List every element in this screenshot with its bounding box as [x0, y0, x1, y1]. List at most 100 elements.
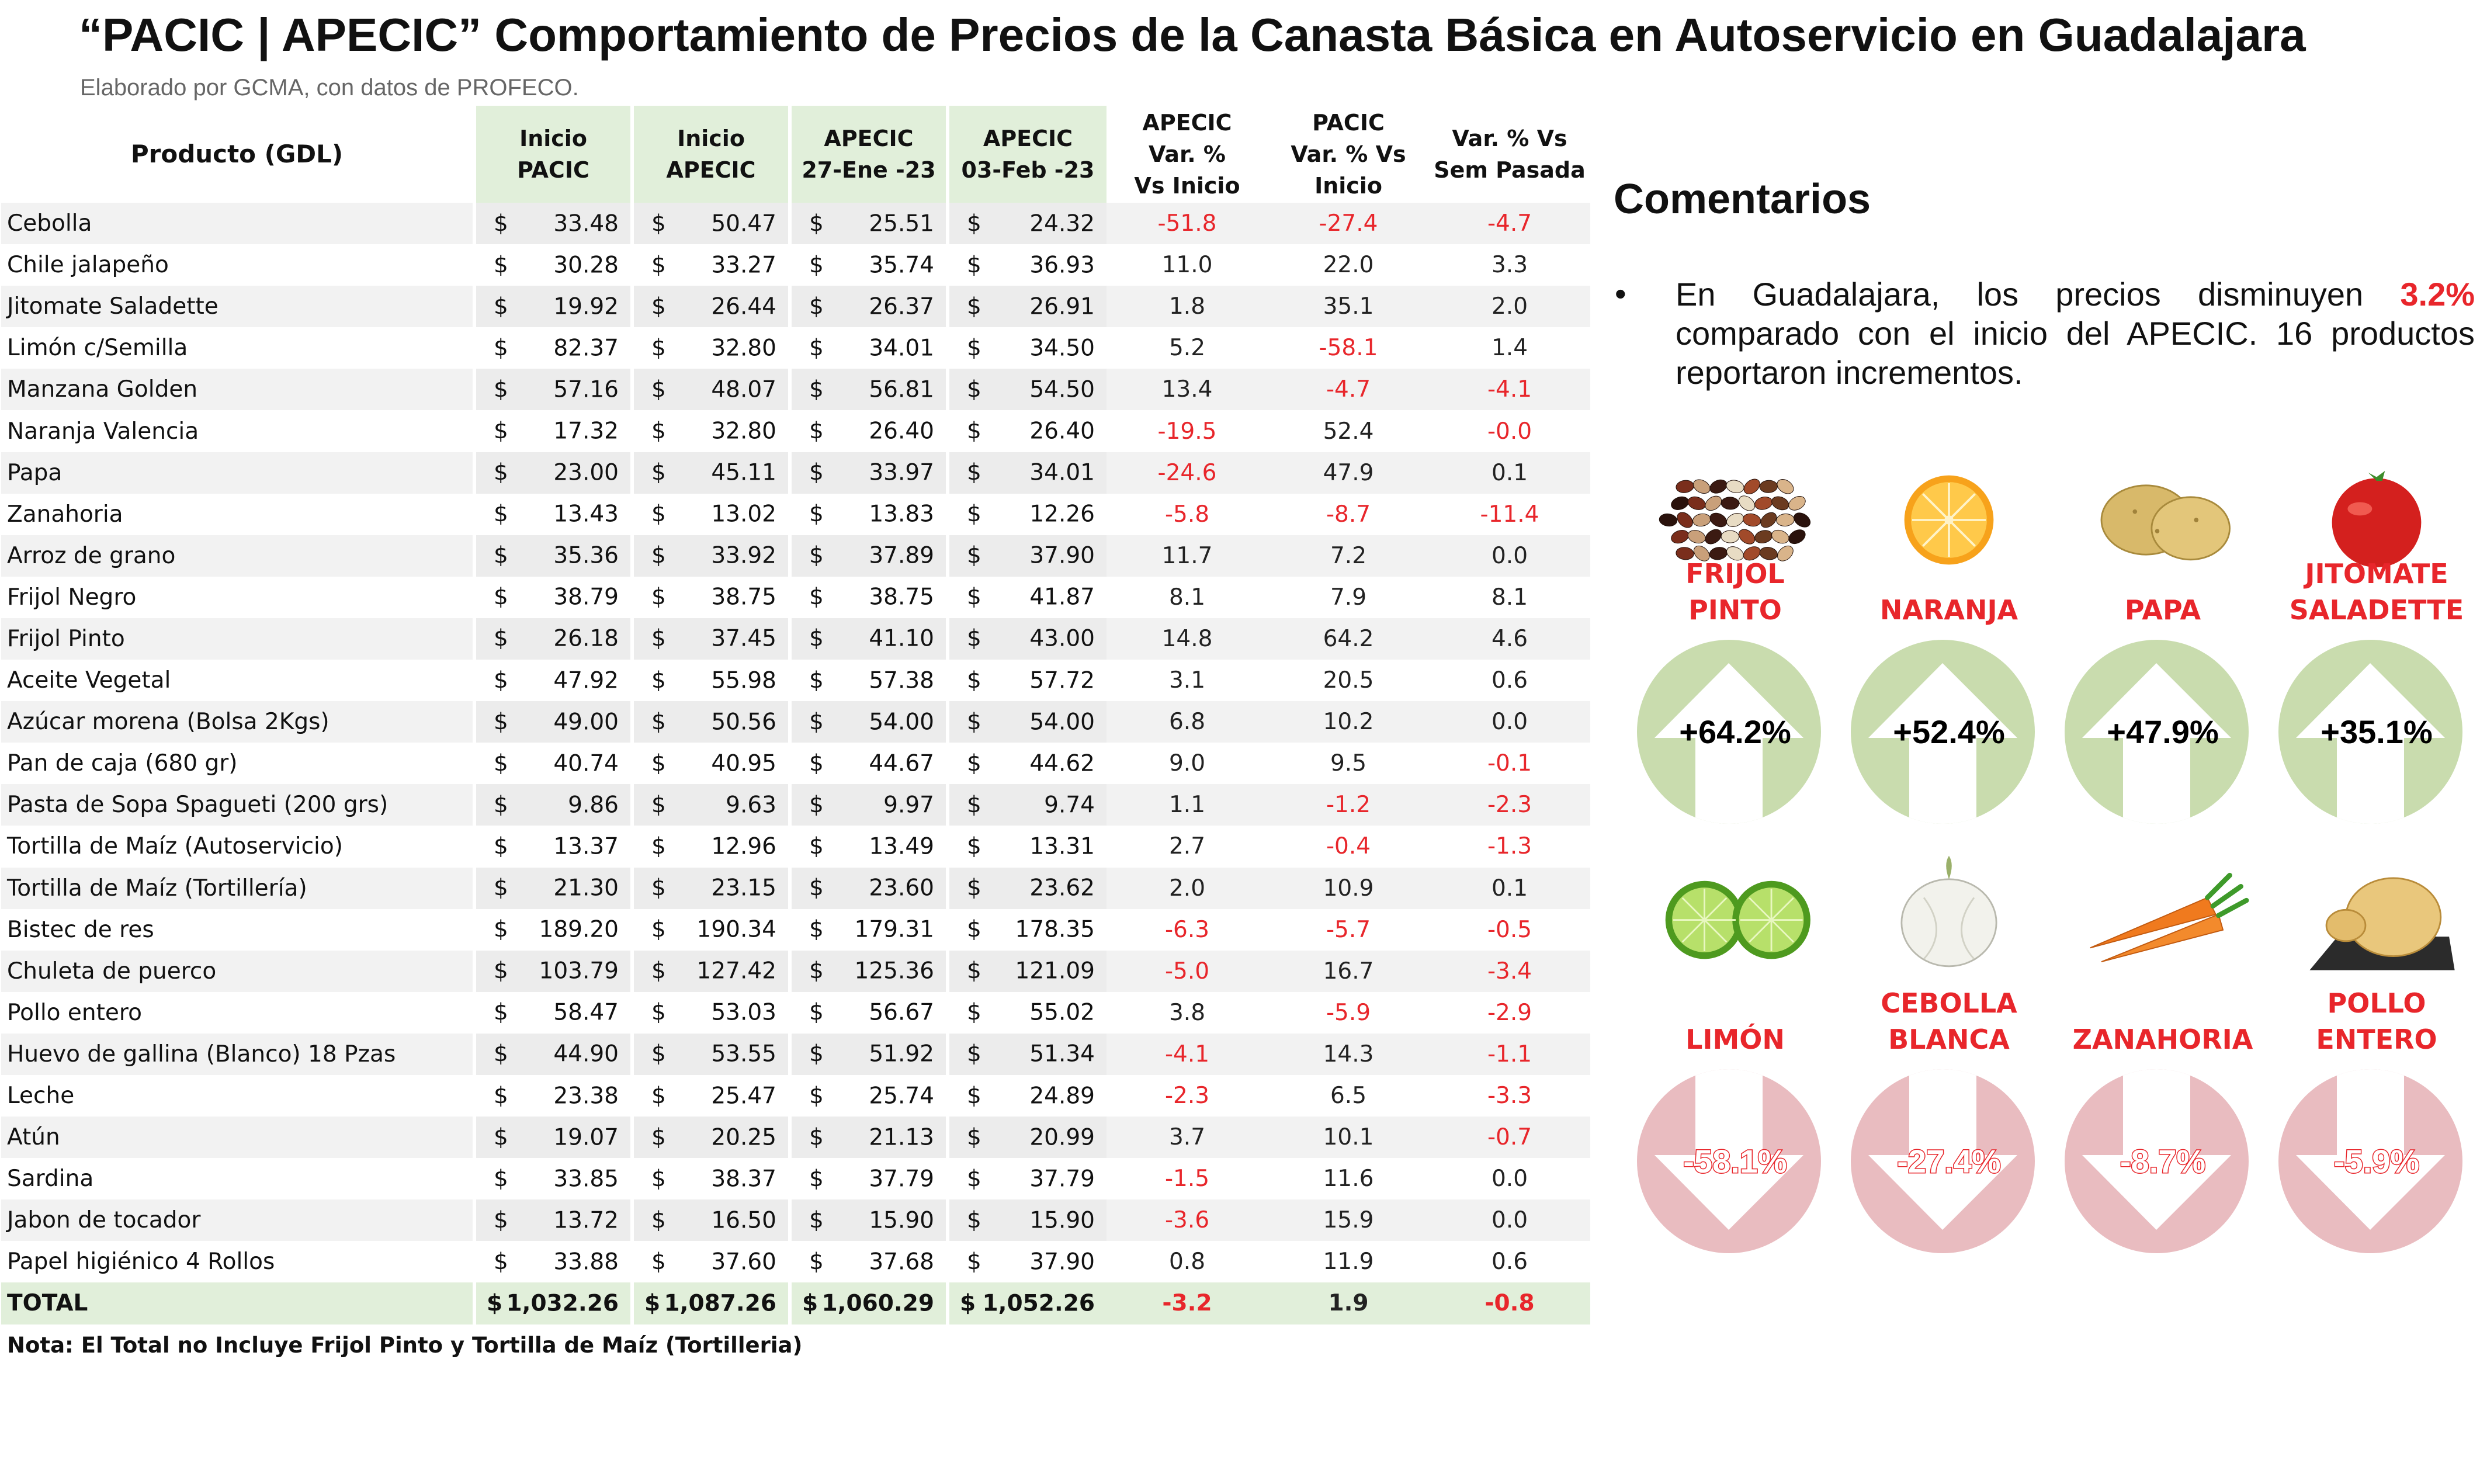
pct-cell-var-sem: -2.3	[1429, 784, 1590, 826]
currency-symbol: $	[809, 293, 824, 320]
pct-cell-pacic-var: 6.5	[1330, 1083, 1367, 1109]
currency-symbol: $	[967, 792, 981, 819]
price-cell-apecic-27ene: $37.68	[788, 1241, 948, 1283]
pct-cell-pacic-var: 20.5	[1323, 667, 1374, 694]
price-cell-apecic-03feb: $15.90	[946, 1199, 1107, 1242]
price-value: 35.36	[553, 542, 619, 569]
table-row: Jitomate Saladette $19.92 $26.44 $26.37 $26.…	[1, 286, 1590, 328]
price-cell-inicio-pacic: $47.92	[473, 660, 632, 702]
price-cell-apecic-03feb: $20.99	[946, 1117, 1107, 1159]
price-cell-apecic-27ene: $51.92	[788, 1033, 948, 1075]
currency-symbol: $	[967, 210, 981, 237]
price-cell-inicio-apecic: $9.63	[630, 784, 790, 826]
currency-symbol: $	[809, 875, 824, 902]
table-row: Zanahoria $13.43 $13.02 $13.83 $12.26 -5.8 -8.…	[1, 493, 1590, 535]
price-cell-inicio-apecic: $45.11	[630, 452, 790, 494]
price-cell-inicio-apecic: $37.60	[630, 1241, 790, 1283]
currency-symbol: $	[494, 584, 508, 611]
table-row: Chuleta de puerco $103.79 $127.42 $125.36 $1…	[1, 950, 1590, 992]
price-cell-apecic-03feb: $37.79	[946, 1158, 1107, 1200]
currency-symbol: $	[651, 1249, 666, 1275]
currency-symbol: $	[809, 335, 824, 362]
header-var-sem: Var. % Vs Sem Pasada	[1434, 126, 1586, 183]
price-cell-inicio-apecic: $40.95	[630, 743, 790, 785]
product-name: Tortilla de Maíz (Autoservicio)	[7, 833, 343, 860]
price-cell-apecic-27ene: $56.81	[788, 369, 948, 411]
price-cell-apecic-27ene: $44.67	[788, 743, 948, 785]
price-cell-inicio-pacic: $57.16	[473, 369, 632, 411]
product-name: Huevo de gallina (Blanco) 18 Pzas	[1, 1033, 474, 1075]
product-name: Atún	[1, 1117, 474, 1159]
pct-cell-var-sem: -0.8	[1429, 1282, 1590, 1324]
pct-cell-var-sem: 0.6	[1491, 667, 1528, 694]
price-cell-inicio-apecic: $26.44	[630, 286, 790, 328]
price-value: 34.01	[869, 335, 934, 362]
percent-change: -8.7%	[2119, 1142, 2206, 1181]
price-value: 26.18	[553, 625, 619, 652]
price-cell-inicio-apecic: $12.96	[630, 826, 790, 868]
currency-symbol: $	[494, 916, 508, 943]
price-cell-apecic-03feb: $54.00	[946, 701, 1107, 743]
pct-cell-pacic-var: 14.3	[1268, 1033, 1429, 1075]
pct-cell-pacic-var: 10.1	[1268, 1117, 1429, 1159]
price-value: 15.90	[1029, 1207, 1095, 1234]
currency-symbol: $	[967, 1207, 981, 1234]
price-value: 13.49	[869, 833, 934, 860]
currency-symbol: $	[967, 999, 981, 1026]
price-cell-apecic-27ene: $23.60	[788, 867, 948, 909]
pct-cell-var-inicio: -5.0	[1107, 950, 1268, 992]
price-value: 16.50	[711, 1207, 776, 1234]
currency-symbol: $	[494, 418, 508, 445]
price-value: 33.27	[711, 252, 776, 279]
pct-cell-pacic-var: -4.7	[1268, 369, 1429, 411]
price-value: 20.25	[711, 1124, 776, 1151]
currency-symbol: $	[809, 1207, 824, 1234]
price-cell-apecic-27ene: $1,060.29	[788, 1282, 948, 1324]
price-value: 21.13	[869, 1124, 934, 1151]
increase-card-0: FRIJOL PINTO +64.2%	[1630, 435, 1840, 1078]
pct-cell-pacic-var: 10.2	[1268, 701, 1429, 743]
price-value: 13.31	[1029, 833, 1095, 860]
price-value: 34.01	[1029, 459, 1095, 486]
price-cell-apecic-27ene: $35.74	[788, 244, 948, 286]
price-cell-inicio-pacic: $58.47	[473, 991, 632, 1034]
increase-card-2: PAPA +47.9%	[2058, 435, 2268, 1078]
price-value: 55.02	[1029, 999, 1095, 1026]
pct-cell-var-inicio: 2.0	[1107, 867, 1268, 909]
price-cell-apecic-03feb: $121.09	[946, 950, 1107, 992]
table-row: Pasta de Sopa Spagueti (200 grs) $9.86 $9.…	[1, 784, 1590, 826]
table-row: Frijol Pinto $26.18 $37.45 $41.10 $43.00 14.8…	[1, 618, 1590, 660]
price-value: 26.37	[869, 293, 934, 320]
currency-symbol: $	[651, 875, 666, 902]
price-value: 37.89	[869, 542, 934, 569]
price-value: 33.88	[553, 1249, 619, 1275]
currency-symbol: $	[651, 1041, 666, 1067]
pct-cell-var-sem: -0.5	[1487, 916, 1532, 943]
price-cell-inicio-pacic: $82.37	[473, 327, 632, 369]
price-value: 33.48	[553, 210, 619, 237]
price-cell-inicio-apecic: $20.25	[630, 1117, 790, 1159]
price-value: 41.10	[869, 625, 934, 652]
price-value: 13.72	[553, 1207, 619, 1234]
total-label: TOTAL	[1, 1282, 474, 1324]
price-value: 54.00	[869, 709, 934, 736]
product-label: FRIJOL PINTO	[1685, 558, 1785, 626]
price-cell-apecic-27ene: $37.89	[788, 535, 948, 577]
pct-cell-var-inicio: 13.4	[1107, 369, 1268, 411]
currency-symbol: $	[967, 252, 981, 279]
increase-card-3: JITOMATE SALADETTE +35.1%	[2271, 435, 2480, 1078]
price-cell-inicio-apecic: $1,087.26	[630, 1282, 790, 1324]
price-value: 23.62	[1029, 875, 1095, 902]
table-row: Arroz de grano $35.36 $33.92 $37.89 $37.90 11…	[1, 535, 1590, 577]
product-name: Manzana Golden	[1, 369, 474, 411]
pct-cell-pacic-var: 9.5	[1330, 750, 1367, 777]
price-value: 1,032.26	[506, 1290, 619, 1317]
pct-cell-var-inicio: -2.3	[1164, 1083, 1210, 1109]
pct-cell-var-sem: 1.4	[1491, 335, 1528, 362]
price-cell-inicio-pacic: $189.20	[473, 909, 632, 951]
product-name: Tortilla de Maíz (Tortillería)	[1, 867, 474, 909]
pct-cell-var-sem: 0.1	[1429, 867, 1590, 909]
currency-symbol: $	[967, 667, 981, 694]
pct-cell-var-inicio: 3.8	[1168, 999, 1206, 1026]
pct-cell-var-inicio: 3.7	[1107, 1117, 1268, 1159]
